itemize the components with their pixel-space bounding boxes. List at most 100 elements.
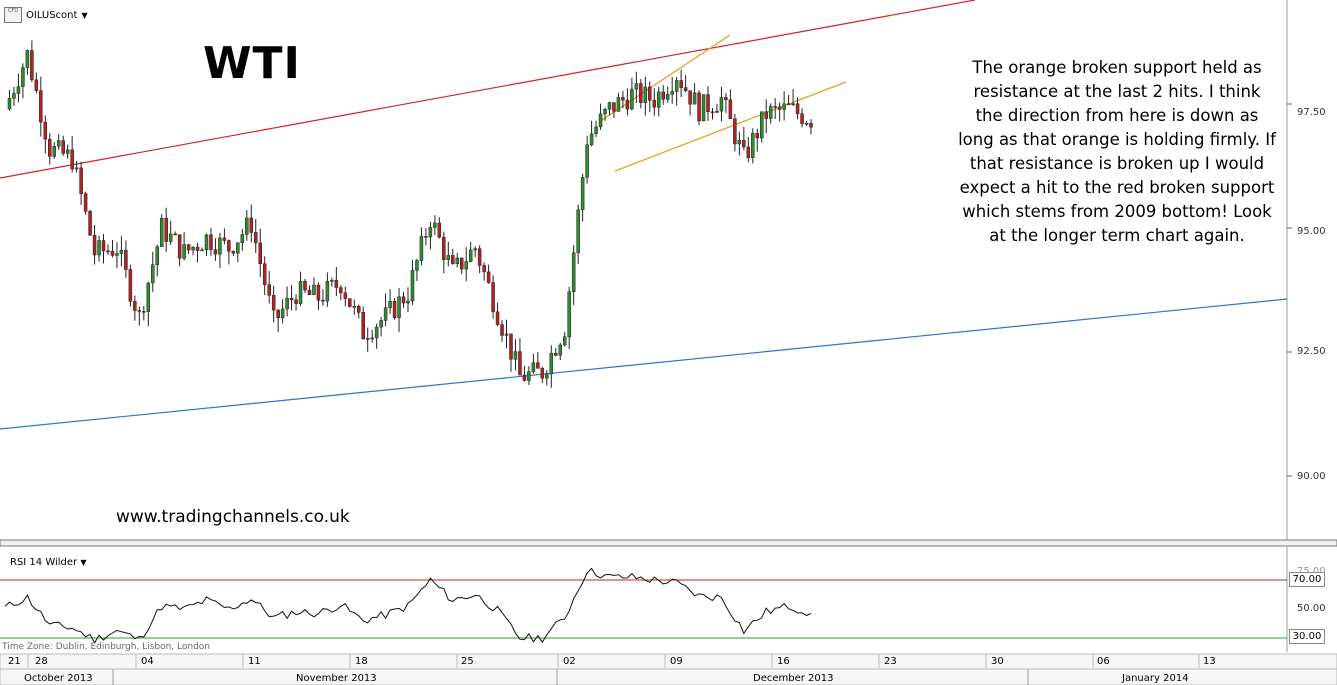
candle-body xyxy=(665,94,670,100)
candle-body xyxy=(742,139,746,148)
y-tick-label: 95.00 xyxy=(1297,226,1326,237)
candle-body xyxy=(634,83,639,90)
candle-body xyxy=(567,291,571,338)
candle-body xyxy=(25,50,30,68)
chevron-down-icon: ▼ xyxy=(81,10,88,20)
rsi-line xyxy=(4,567,812,644)
candle-body xyxy=(392,301,397,318)
candle-body xyxy=(558,344,562,356)
candle-body xyxy=(325,281,330,302)
candle-body xyxy=(177,234,182,259)
candle-body xyxy=(289,297,294,301)
rsi-indicator-selector[interactable]: RSI 14 Wilder ▼ xyxy=(10,557,87,568)
orange-channel-upper[interactable] xyxy=(601,34,731,121)
symbol-name: OILUScont xyxy=(26,9,78,21)
candle-body xyxy=(746,146,751,158)
candle-body xyxy=(52,146,57,157)
candle-body xyxy=(182,244,186,259)
candle-body xyxy=(419,236,424,261)
red-trendline[interactable] xyxy=(0,0,976,179)
candle-body xyxy=(124,249,128,270)
candle-body xyxy=(692,92,697,105)
month-label: December 2013 xyxy=(753,673,834,684)
x-tick-label: 18 xyxy=(355,656,368,667)
candle-body xyxy=(280,308,285,319)
candle-body xyxy=(616,97,621,112)
chevron-down-icon: ▼ xyxy=(80,558,87,567)
candle-body xyxy=(218,237,222,255)
candle-body xyxy=(307,289,312,296)
candle-body xyxy=(755,133,760,139)
candle-body xyxy=(133,301,137,311)
candle-body xyxy=(795,103,800,114)
candle-body xyxy=(348,298,352,307)
candle-body xyxy=(56,140,61,147)
candle-body xyxy=(258,242,262,265)
x-tick-label: 23 xyxy=(884,656,897,667)
candle-body xyxy=(531,362,536,372)
candle-body xyxy=(168,233,173,242)
candle-body xyxy=(397,296,401,318)
candle-body xyxy=(34,79,39,91)
candle-body xyxy=(764,111,768,119)
candle-body xyxy=(321,299,325,302)
candle-body xyxy=(48,138,52,157)
candle-body xyxy=(697,92,701,122)
candle-body xyxy=(303,281,307,291)
candle-body xyxy=(594,126,598,134)
candle-body xyxy=(222,237,227,241)
candle-body xyxy=(16,86,21,94)
candle-body xyxy=(106,250,110,253)
month-label: January 2014 xyxy=(1122,673,1189,684)
candle-body xyxy=(128,269,133,302)
candle-body xyxy=(513,351,518,360)
candle-body xyxy=(589,133,594,146)
candle-body xyxy=(715,110,719,113)
candle-body xyxy=(585,144,589,178)
candle-body xyxy=(509,333,513,360)
candle-body xyxy=(146,282,151,312)
candle-body xyxy=(262,263,267,285)
chart-title: WTI xyxy=(203,38,301,89)
candle-body xyxy=(486,271,491,283)
candle-body xyxy=(446,255,451,260)
candle-body xyxy=(312,284,316,296)
blue-trendline[interactable] xyxy=(0,298,1288,430)
candle-body xyxy=(151,264,155,284)
candle-body xyxy=(674,80,679,92)
x-tick-label: 13 xyxy=(1203,656,1216,667)
candle-body xyxy=(477,248,482,266)
candle-body xyxy=(482,265,486,273)
candle-body xyxy=(437,222,442,238)
candle-body xyxy=(706,94,710,113)
x-tick-label: 11 xyxy=(248,656,261,667)
panel-splitter[interactable] xyxy=(0,539,1337,547)
y-tick-label: 92.50 xyxy=(1297,346,1326,357)
orange-channel-lower[interactable] xyxy=(614,81,847,172)
x-tick-label: 16 xyxy=(777,656,790,667)
candle-body xyxy=(683,87,688,91)
candle-body xyxy=(607,102,612,110)
candle-body xyxy=(612,102,616,112)
candle-body xyxy=(164,217,168,242)
candle-body xyxy=(652,99,657,108)
candle-body xyxy=(491,282,495,313)
candle-body xyxy=(804,123,809,125)
candle-body xyxy=(383,307,388,321)
candle-body xyxy=(424,236,428,238)
rsi-lower-badge: 30.00 xyxy=(1289,629,1325,644)
candle-body xyxy=(271,295,276,311)
candle-body xyxy=(768,106,773,119)
candle-body xyxy=(527,371,531,381)
candle-body xyxy=(12,93,16,99)
candle-body xyxy=(110,250,115,256)
symbol-selector[interactable]: CFD OILUScont ▼ xyxy=(4,6,88,24)
candle-body xyxy=(119,249,124,254)
rsi-tick-label: 75.00 xyxy=(1297,566,1326,577)
candle-body xyxy=(540,368,545,379)
website-watermark: www.tradingchannels.co.uk xyxy=(116,507,350,527)
candle-body xyxy=(298,281,303,304)
candle-body xyxy=(159,217,164,247)
